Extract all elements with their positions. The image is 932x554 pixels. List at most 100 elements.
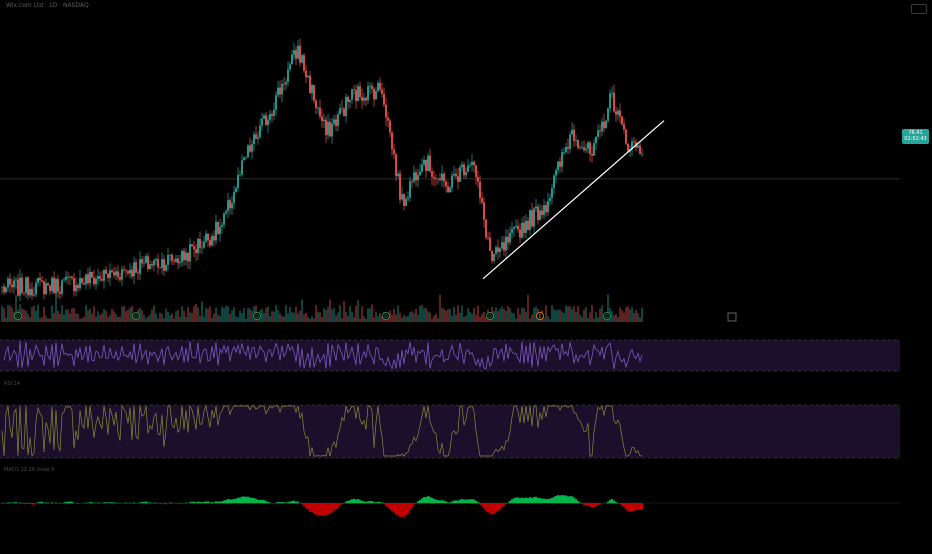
candle-body [377, 83, 379, 91]
volume-bar [109, 315, 111, 322]
macd-histogram-bar [421, 498, 423, 503]
volume-bar [267, 306, 269, 322]
macd-histogram-bar [65, 502, 67, 503]
volume-bar [283, 317, 285, 322]
volume-bar [85, 305, 87, 322]
candle-body [319, 108, 321, 117]
chart-settings-button[interactable] [911, 4, 927, 14]
candle-body [141, 259, 143, 263]
volume-bar [261, 309, 263, 322]
volume-bar [573, 306, 575, 322]
candle-body [65, 277, 67, 280]
macd-histogram-bar [379, 502, 381, 503]
volume-bar [119, 317, 121, 322]
candle-body [445, 182, 447, 187]
candle-body [175, 259, 177, 262]
candle-body [267, 120, 269, 125]
volume-bar [475, 315, 477, 322]
macd-histogram-bar [269, 502, 271, 503]
macd-histogram-bar [397, 503, 399, 515]
volume-bar [517, 308, 519, 322]
candle-body [379, 83, 381, 90]
candle-body [291, 55, 293, 65]
candle-body [561, 152, 563, 166]
candle-body [125, 270, 127, 271]
volume-bar [581, 317, 583, 322]
macd-histogram-bar [537, 498, 539, 503]
candle-body [309, 76, 311, 93]
volume-bar [41, 317, 43, 322]
volume-bar [239, 311, 241, 322]
candle-body [529, 210, 531, 230]
volume-bar [81, 318, 83, 322]
candle-body [299, 46, 301, 63]
volume-bar [207, 309, 209, 322]
volume-bar [35, 311, 37, 322]
volume-bar [343, 301, 345, 322]
volume-bar [251, 311, 253, 322]
candle-body [87, 274, 89, 283]
candle-body [507, 237, 509, 243]
macd-histogram-bar [573, 498, 575, 504]
macd-histogram-bar [3, 503, 5, 504]
volume-bar [149, 315, 151, 322]
candle-body [173, 261, 175, 262]
candle-body [577, 140, 579, 148]
volume-bar [169, 315, 171, 322]
volume-bar [621, 310, 623, 322]
volume-bar [635, 310, 637, 322]
volume-bar [229, 314, 231, 322]
candle-body [345, 97, 347, 116]
volume-bar [523, 308, 525, 322]
macd-histogram-bar [251, 498, 253, 503]
candle-body [351, 89, 353, 100]
volume-bar [577, 306, 579, 322]
macd-histogram-bar [515, 497, 517, 503]
candle-body [409, 181, 411, 197]
candle-body [219, 227, 221, 234]
candle-body [437, 178, 439, 179]
volume-bar [243, 308, 245, 322]
volume-bar [127, 310, 129, 322]
macd-histogram-bar [499, 503, 501, 509]
macd-histogram-bar [97, 503, 99, 504]
candle-body [597, 130, 599, 136]
volume-bar [71, 308, 73, 322]
volume-bar [49, 318, 51, 322]
candle-body [405, 199, 407, 206]
macd-histogram-bar [203, 502, 205, 503]
volume-bar [275, 305, 277, 322]
volume-bar [95, 316, 97, 322]
volume-bar [3, 308, 5, 322]
candle-body [637, 145, 639, 147]
candle-body [343, 109, 345, 116]
macd-histogram-bar [425, 497, 427, 503]
volume-bar [193, 306, 195, 322]
volume-bar [463, 317, 465, 322]
macd-histogram-bar [137, 503, 139, 504]
volume-bar [113, 311, 115, 322]
candle-body [543, 205, 545, 215]
macd-histogram-bar [39, 502, 41, 503]
macd-histogram-bar [581, 503, 583, 504]
volume-bar [525, 312, 527, 322]
candle-body [451, 175, 453, 187]
candle-body [505, 237, 507, 251]
macd-histogram-bar [583, 503, 585, 505]
candle-body [277, 88, 279, 95]
candle-body [25, 277, 27, 293]
candle-body [111, 270, 113, 272]
macd-histogram-bar [317, 503, 319, 515]
macd-histogram-bar [253, 498, 255, 503]
volume-bar [351, 312, 353, 322]
macd-histogram-bar [565, 496, 567, 504]
volume-bar [431, 319, 433, 322]
macd-histogram-bar [429, 497, 431, 503]
candle-body [1, 287, 3, 288]
candle-body [195, 249, 197, 253]
candle-body [421, 165, 423, 172]
volume-bar [347, 316, 349, 322]
macd-histogram-bar [589, 503, 591, 507]
volume-bar [33, 306, 35, 322]
macd-histogram-bar [507, 502, 509, 503]
